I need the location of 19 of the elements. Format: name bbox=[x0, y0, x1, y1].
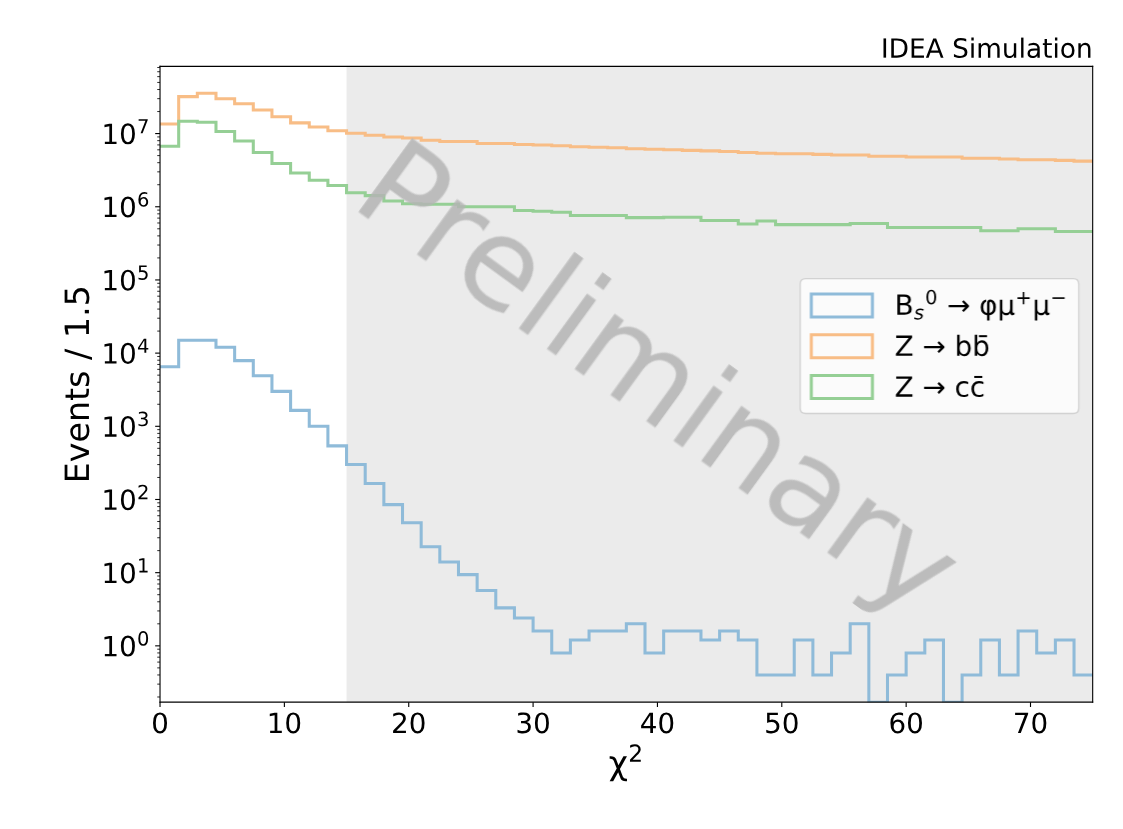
y-tick-label: 10$^{1}$ bbox=[104, 558, 148, 584]
text: IDEA Simulation bbox=[883, 37, 1091, 59]
x-tick-label: 20 bbox=[393, 712, 425, 734]
y-axis-title: Events / 1.5 bbox=[64, 288, 93, 481]
x-tick-label: 30 bbox=[517, 712, 549, 734]
y-tick-label: 10$^{2}$ bbox=[104, 484, 148, 511]
x-tick-label: 40 bbox=[641, 712, 674, 734]
y-tick-label: 10$^{6}$ bbox=[104, 192, 149, 218]
y-tick-label: 10$^{7}$ bbox=[104, 119, 148, 145]
x-axis-title: χ$^{2}$ bbox=[609, 744, 641, 782]
x-tick-label: 50 bbox=[766, 712, 798, 734]
y-tick-label: 10$^{0}$ bbox=[104, 631, 149, 657]
x-tick-label: 0 bbox=[153, 712, 168, 734]
y-tick-label: 10$^{4}$ bbox=[104, 338, 149, 364]
x-tick-label: 70 bbox=[1015, 712, 1047, 734]
y-tick-label: 10$^{5}$ bbox=[104, 265, 148, 291]
x-tick-label: 10 bbox=[269, 712, 301, 734]
y-tick-label: 10$^{3}$ bbox=[104, 411, 148, 438]
x-tick-label: 60 bbox=[890, 712, 922, 734]
